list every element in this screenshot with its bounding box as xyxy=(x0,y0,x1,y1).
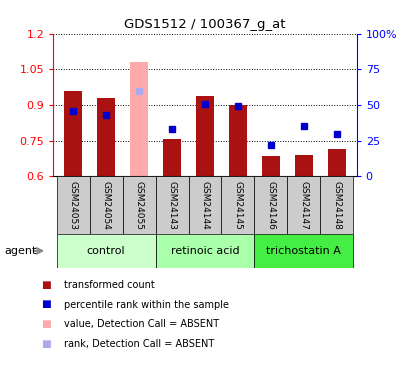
Text: ■: ■ xyxy=(41,280,51,290)
Text: GSM24054: GSM24054 xyxy=(101,181,110,230)
Bar xyxy=(97,98,115,176)
Bar xyxy=(56,176,89,234)
Text: ■: ■ xyxy=(41,319,51,329)
Text: rank, Detection Call = ABSENT: rank, Detection Call = ABSENT xyxy=(63,339,213,348)
Bar xyxy=(130,62,148,176)
Bar xyxy=(196,96,213,176)
Bar xyxy=(254,234,353,268)
Text: GSM24143: GSM24143 xyxy=(167,181,176,230)
Bar xyxy=(254,176,287,234)
Bar xyxy=(327,149,345,176)
Bar xyxy=(221,176,254,234)
Bar xyxy=(188,176,221,234)
Text: retinoic acid: retinoic acid xyxy=(170,246,239,256)
Bar xyxy=(89,176,122,234)
Bar xyxy=(228,105,247,176)
Bar xyxy=(155,234,254,268)
Bar xyxy=(162,140,181,176)
Text: agent: agent xyxy=(4,246,36,256)
Text: GSM24055: GSM24055 xyxy=(134,181,143,230)
Bar xyxy=(261,156,279,176)
Text: GSM24148: GSM24148 xyxy=(332,181,341,230)
Text: value, Detection Call = ABSENT: value, Detection Call = ABSENT xyxy=(63,319,218,329)
Bar xyxy=(56,234,155,268)
Text: control: control xyxy=(87,246,125,256)
Bar xyxy=(320,176,353,234)
Text: GSM24053: GSM24053 xyxy=(68,181,77,230)
Title: GDS1512 / 100367_g_at: GDS1512 / 100367_g_at xyxy=(124,18,285,31)
Bar xyxy=(122,176,155,234)
Text: transformed count: transformed count xyxy=(63,280,154,290)
Text: percentile rank within the sample: percentile rank within the sample xyxy=(63,300,228,309)
Text: GSM24147: GSM24147 xyxy=(299,181,308,230)
Text: ■: ■ xyxy=(41,339,51,348)
Bar xyxy=(294,155,312,176)
Bar xyxy=(287,176,320,234)
Text: trichostatin A: trichostatin A xyxy=(266,246,341,256)
Text: GSM24144: GSM24144 xyxy=(200,181,209,230)
Text: ■: ■ xyxy=(41,300,51,309)
Bar xyxy=(155,176,188,234)
Text: GSM24146: GSM24146 xyxy=(266,181,275,230)
Bar xyxy=(64,91,82,176)
Text: GSM24145: GSM24145 xyxy=(233,181,242,230)
